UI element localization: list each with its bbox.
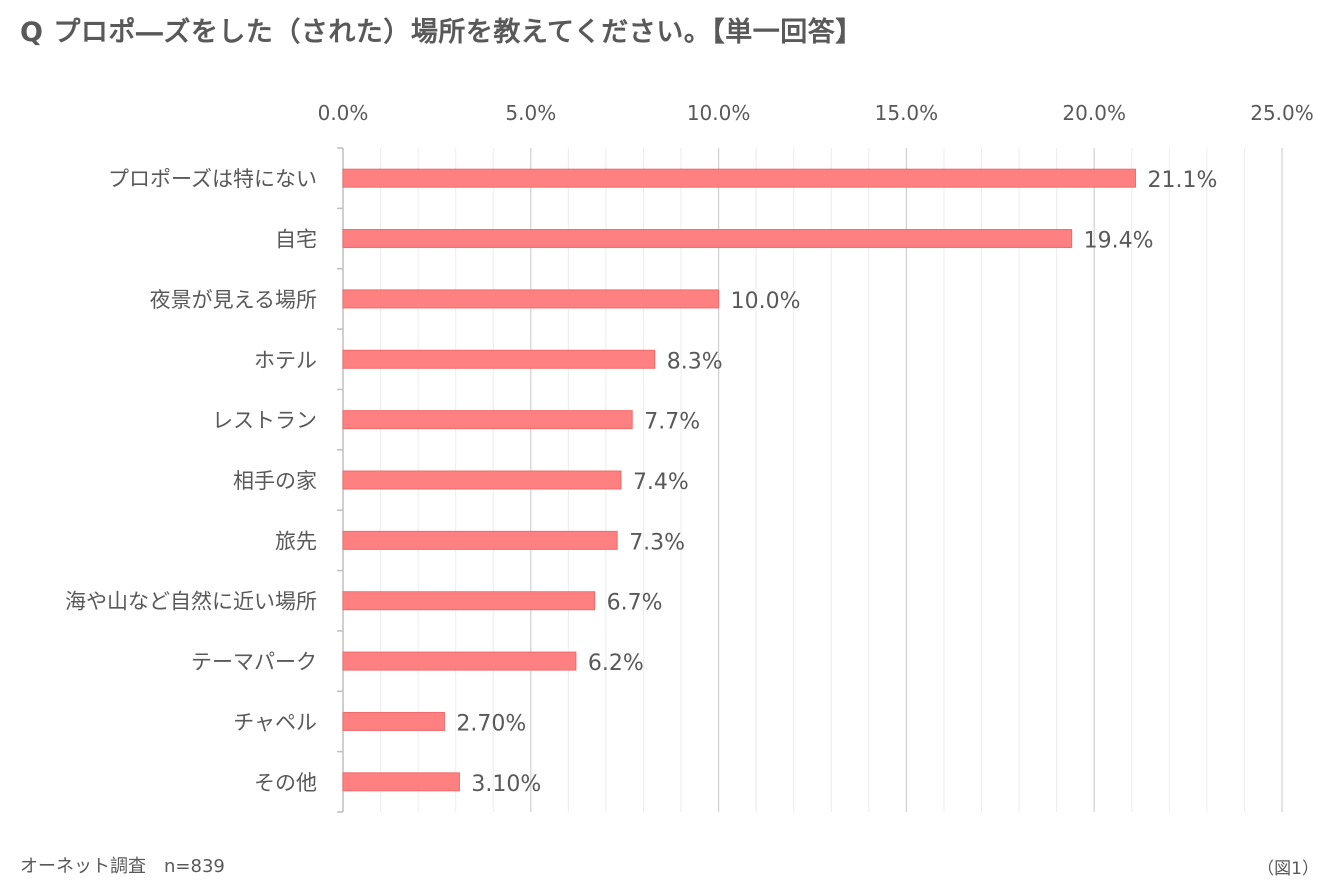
bar [342, 591, 596, 611]
category-label: 相手の家 [233, 469, 317, 493]
bar [342, 289, 720, 309]
data-label: 10.0% [731, 289, 801, 314]
data-label: 21.1% [1148, 168, 1218, 193]
x-tick-label: 10.0% [687, 101, 751, 125]
category-label: テーマパーク [191, 650, 317, 674]
bar [342, 349, 656, 369]
category-label: レストラン [212, 409, 317, 433]
data-label: 2.70% [456, 711, 526, 736]
data-label: 6.2% [588, 651, 644, 676]
bar-chart: 0.0% 5.0% 10.0% 15.0% 20.0% 25.0% プロポーズは特にない 21… [65, 101, 1314, 813]
bar [342, 711, 445, 731]
x-tick-label: 20.0% [1062, 101, 1126, 125]
category-label: プロポーズは特にない [108, 167, 317, 191]
data-label: 8.3% [667, 349, 723, 374]
category-label: その他 [254, 771, 317, 795]
data-label: 7.4% [633, 470, 689, 495]
data-label: 19.4% [1084, 229, 1154, 254]
x-tick-label: 25.0% [1250, 101, 1314, 125]
data-label: 7.7% [644, 410, 700, 435]
data-label: 7.3% [629, 530, 685, 555]
bar [342, 229, 1073, 249]
bar [342, 651, 577, 671]
bar [342, 772, 460, 792]
bar [342, 470, 622, 490]
data-label: 6.7% [607, 591, 663, 616]
category-label: 旅先 [275, 529, 317, 553]
category-label: 自宅 [275, 228, 317, 252]
category-label: 海や山など自然に近い場所 [65, 590, 317, 614]
data-label: 3.10% [471, 772, 541, 797]
bar [342, 530, 618, 550]
source-note: オーネット調査 n=839 [20, 856, 225, 877]
figure-label: （図1） [1257, 859, 1319, 879]
category-label: ホテル [254, 348, 317, 372]
x-tick-label: 0.0% [318, 101, 369, 125]
bar [342, 410, 633, 430]
category-label: チャペル [233, 710, 317, 734]
x-tick-label: 15.0% [875, 101, 939, 125]
bar [342, 168, 1137, 188]
category-label: 夜景が見える場所 [150, 288, 317, 312]
x-tick-label: 5.0% [505, 101, 556, 125]
chart-title: Q プロポ―ズをした（された）場所を教えてください。【単一回答】 [20, 17, 863, 48]
